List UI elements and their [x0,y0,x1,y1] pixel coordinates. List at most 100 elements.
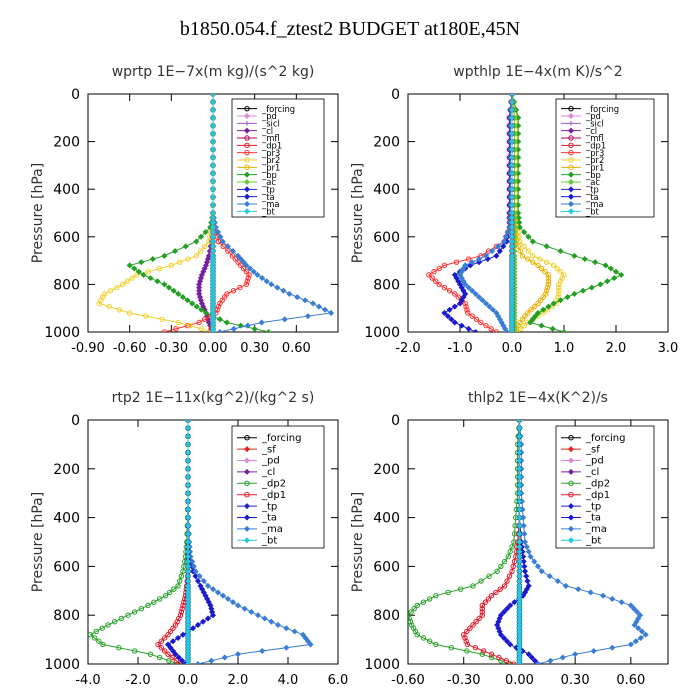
series-marker [517,248,524,254]
series-marker [567,525,575,532]
series-marker [444,313,451,320]
x-tick-label: 1.0 [554,341,575,356]
series-marker [155,641,161,648]
y-tick-label: 800 [53,277,80,293]
series-marker [516,514,523,521]
series-marker [147,651,154,657]
series-marker [504,638,511,645]
series-marker [504,578,510,584]
series-marker [426,272,432,278]
series-marker [529,238,536,245]
series-marker [243,186,251,193]
series-marker [500,608,507,615]
series-marker [274,621,282,628]
series-marker [567,457,575,464]
series-marker [176,259,183,265]
series-marker [496,654,502,661]
y-tick-label: 400 [53,182,80,198]
x-tick-label: -0.30 [447,673,481,688]
series-marker [408,609,414,615]
series-marker [567,468,575,475]
panel-title: rtp2 1E−11x(kg^2)/(kg^2 s) [112,390,315,406]
series-marker [243,178,251,186]
series-marker [194,621,202,628]
series-marker [599,592,607,599]
series-marker [545,281,552,288]
series-marker [235,259,241,265]
series-marker [304,638,312,645]
series-marker [516,457,523,464]
series-marker [223,319,230,326]
series-marker [554,578,561,585]
legend-label: _tp [261,185,275,195]
series-marker [133,272,140,278]
series-marker [572,651,579,658]
series-marker [543,259,550,265]
series-marker [631,621,638,628]
series-marker [202,229,209,236]
series-marker [244,480,250,486]
series-marker [433,641,439,648]
series-marker [250,268,257,275]
y-axis-label: Pressure [hPa] [30,492,46,592]
series-marker [156,596,163,602]
series-marker [546,573,553,580]
series-marker [545,278,552,284]
series-marker [174,634,182,641]
series-marker [241,605,248,612]
series-marker [489,248,496,255]
series-marker [540,294,546,300]
series-marker [627,641,634,648]
series-marker [170,287,177,294]
series-marker [464,648,470,654]
series-marker [166,589,173,596]
y-tick-label: 800 [53,608,80,624]
series-marker [125,612,131,618]
series-marker [568,492,574,498]
series-marker [531,657,538,664]
series-marker [192,573,199,580]
series-marker [567,171,575,178]
x-tick-label: -2.0 [125,673,150,688]
x-tick-label: 0.60 [282,341,311,356]
series-marker [175,290,182,297]
legend-label: _cl [585,467,599,478]
series-marker [521,530,528,537]
series-marker [581,255,588,263]
series-marker [635,625,642,632]
x-tick-label: -1.0 [447,341,472,356]
series-marker [217,233,224,240]
series-marker [436,281,442,288]
series-marker [274,284,281,291]
series-marker [147,275,154,282]
series-marker [167,628,174,635]
series-marker [229,248,236,255]
series-marker [516,224,523,231]
legend-label: _mfl [261,133,280,143]
series-marker [451,303,458,310]
series-marker [509,544,515,550]
series-marker [504,229,511,236]
legend-label: _ma [585,524,607,535]
series-marker [567,200,575,208]
y-tick-label: 200 [373,462,400,478]
series-marker [219,592,227,599]
series-marker [479,297,486,304]
series-marker [165,284,173,291]
y-tick-label: 200 [373,135,400,151]
series-marker [556,281,562,288]
y-axis-label: Pressure [hPa] [350,163,366,263]
series-marker [189,300,196,307]
series-marker [184,465,192,472]
series-marker [216,328,223,332]
series-marker [568,435,574,441]
series-marker [184,473,192,480]
series-marker [560,328,568,332]
series-marker [568,105,574,112]
legend-label: _ma [261,524,283,535]
legend-label: _ac [585,177,600,187]
series-marker [185,256,191,262]
series-marker [151,599,157,605]
series-line-pr3 [427,94,513,332]
series-marker [521,243,527,250]
